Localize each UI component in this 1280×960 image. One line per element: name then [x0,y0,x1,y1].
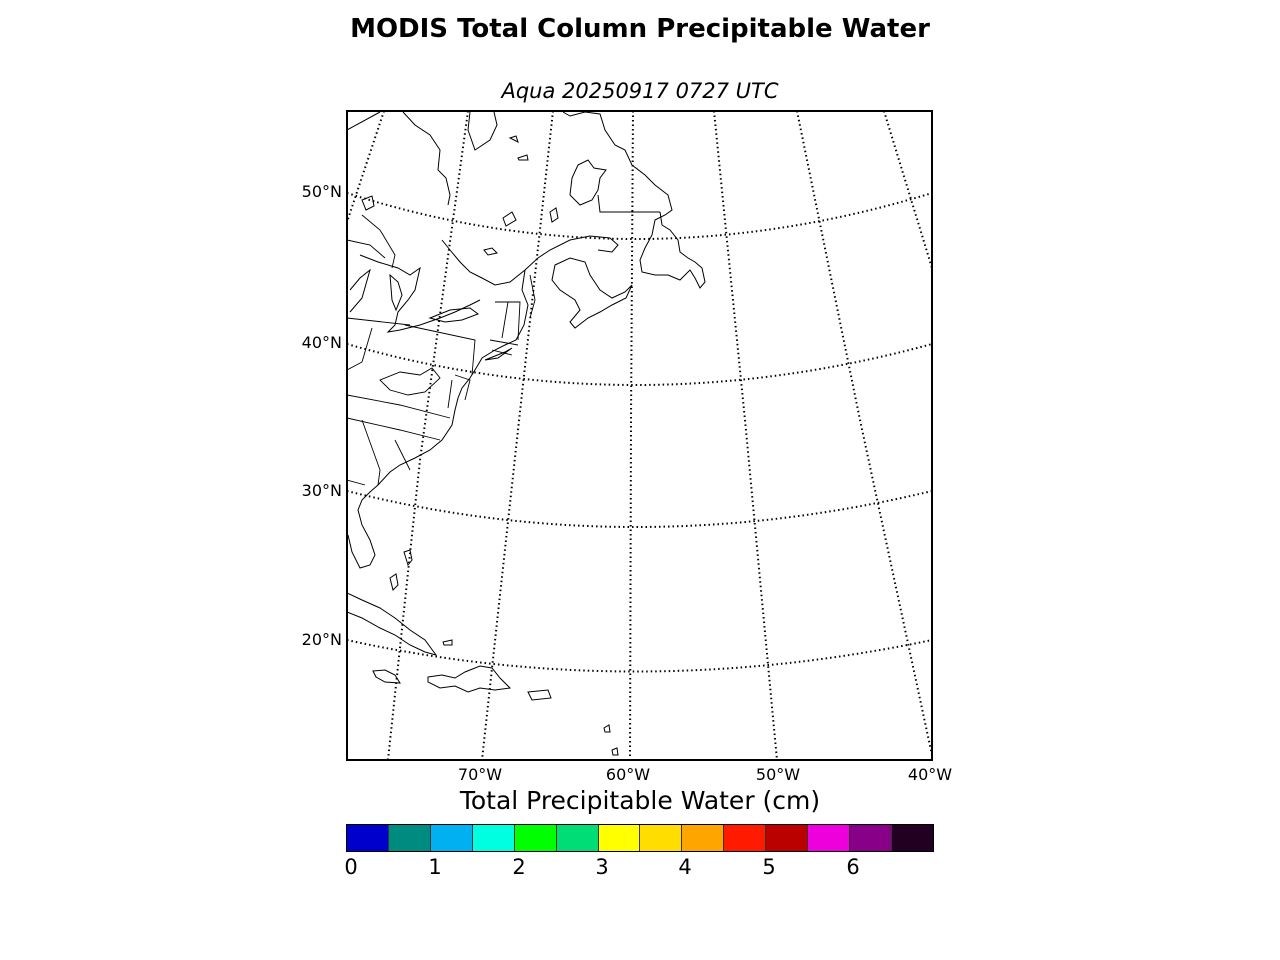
colorbar-tick-5: 5 [762,855,776,879]
colorbar-tick-4: 4 [678,855,692,879]
colorbar-swatch [556,825,599,851]
lon-label-50w: 50°W [755,765,801,784]
colorbar-swatch [640,825,683,851]
colorbar-swatch [808,825,851,851]
meridian-75w [387,111,469,760]
parallel-20n [347,639,932,673]
colorbar-swatch [514,825,557,851]
lat-label-20n: 20°N [301,630,342,649]
lat-label-50n: 50°N [301,182,342,201]
meridian-40w [883,111,932,269]
colorbar-tick-1: 1 [428,855,442,879]
colorbar-swatch [347,825,389,851]
colorbar-swatch [430,825,473,851]
map-background [347,111,932,760]
colorbar-swatch [766,825,809,851]
lat-label-40n: 40°N [301,333,342,352]
map-frame [346,110,933,761]
colorbar-swatch [724,825,767,851]
parallel-50n [347,192,932,240]
parallel-30n [347,490,932,528]
meridian-45w [796,111,932,756]
lat-label-30n: 30°N [301,481,342,500]
colorbar-swatch [388,825,431,851]
colorbar-tick-6: 6 [846,855,860,879]
map-title: MODIS Total Column Precipitable Water [350,14,930,44]
colorbar-title: Total Precipitable Water (cm) [459,786,821,815]
colorbar-swatch [598,825,641,851]
meridian-70w [481,111,554,760]
graticule [347,111,932,760]
lon-label-60w: 60°W [605,765,651,784]
colorbar-tick-3: 3 [595,855,609,879]
map-subtitle: Aqua 20250917 0727 UTC [501,79,779,103]
lon-label-70w: 70°W [457,765,503,784]
colorbar-swatch [891,825,933,851]
colorbar-tick-0: 0 [344,855,358,879]
parallel-40n [347,343,932,386]
colorbar-swatch [472,825,515,851]
colorbar-swatch [850,825,892,851]
political-boundaries [347,214,536,486]
meridian-50w [713,111,778,760]
lon-label-40w: 40°W [907,765,953,784]
colorbar [346,824,934,852]
meridian-60w [629,111,634,760]
colorbar-tick-2: 2 [512,855,526,879]
meridian-80w [347,111,385,223]
coastlines [347,111,706,756]
colorbar-swatch [682,825,725,851]
